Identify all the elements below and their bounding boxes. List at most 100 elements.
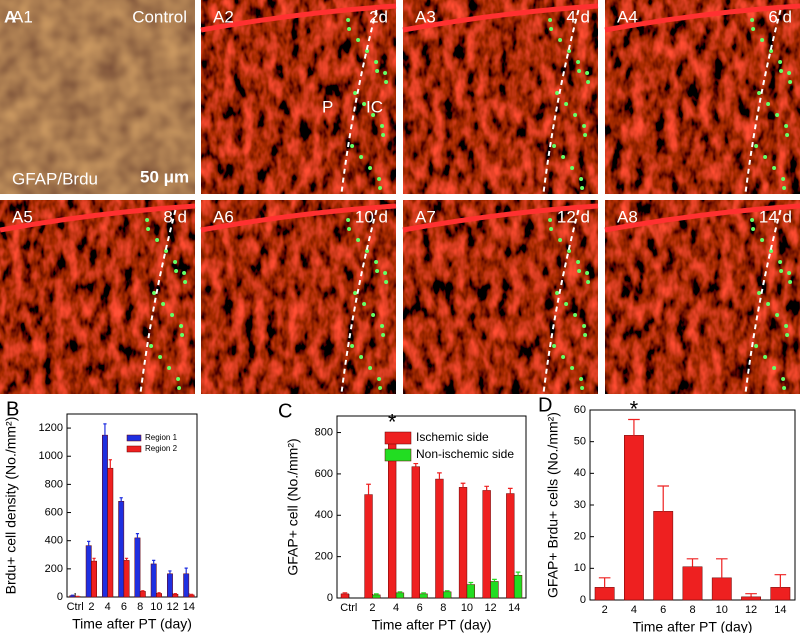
- green-cell: [779, 69, 784, 73]
- green-cell: [580, 386, 585, 390]
- image-texture: [201, 200, 396, 394]
- error-bar: [152, 559, 156, 564]
- green-cell: [368, 166, 373, 170]
- y-axis-title: GFAP+ Brdu+ cells (No./mm²): [545, 412, 561, 598]
- green-cell: [567, 249, 572, 253]
- image-panel: A1 Control: [0, 0, 195, 194]
- green-cell: [781, 377, 786, 381]
- error-bar: [184, 567, 188, 574]
- legend-swatch: [126, 434, 142, 442]
- green-cell: [763, 155, 768, 159]
- panel-time: 2d: [369, 7, 388, 26]
- green-cell: [380, 124, 385, 128]
- image-panel: A4 6 d: [604, 0, 800, 195]
- green-cell: [555, 291, 560, 295]
- green-cell: [555, 91, 560, 95]
- error-bar: [87, 540, 91, 546]
- bar: [466, 584, 475, 599]
- bar: [372, 594, 381, 599]
- panel-time: Control: [132, 7, 187, 26]
- panel-id: A7: [415, 207, 436, 226]
- legend-label: Region 2: [145, 444, 178, 453]
- green-cell: [787, 271, 792, 275]
- bar: [123, 560, 130, 598]
- legend-label: Ischemic side: [416, 430, 489, 444]
- green-cell: [564, 302, 569, 306]
- x-tick-label: 6: [121, 601, 127, 613]
- image-texture: [605, 0, 800, 194]
- y-tick-label: 0: [57, 591, 63, 603]
- x-tick-label: Ctrl: [340, 602, 357, 614]
- x-tick-label: 12: [745, 604, 757, 616]
- scale-bar: 50 μm: [140, 167, 189, 186]
- x-tick-label: 2: [602, 604, 608, 616]
- error-bar: [373, 593, 379, 595]
- green-cell: [757, 291, 762, 295]
- green-cell: [775, 313, 780, 317]
- error-bar: [421, 592, 426, 594]
- green-cell: [585, 71, 590, 75]
- green-cell: [582, 124, 587, 128]
- green-cell: [580, 186, 585, 190]
- pial-surface: [402, 3, 599, 33]
- legend-swatch: [384, 448, 412, 462]
- x-tick-label: 2: [88, 601, 94, 613]
- green-cell: [754, 144, 759, 148]
- plot-frame: [336, 415, 527, 599]
- green-cell: [784, 324, 789, 328]
- green-cell: [375, 269, 380, 273]
- green-cell: [371, 113, 376, 117]
- x-tick-label: 10: [150, 601, 162, 613]
- green-cell: [350, 144, 355, 148]
- error-bar: [157, 592, 161, 594]
- green-cell: [564, 102, 569, 106]
- x-axis-title: Time after PT (day): [633, 619, 753, 633]
- green-cell: [146, 227, 151, 231]
- bar: [139, 591, 146, 598]
- bar: [395, 592, 405, 599]
- x-axis-title: Time after PT (day): [72, 616, 192, 632]
- panel-time: 8 d: [163, 207, 187, 226]
- bar: [435, 478, 444, 599]
- bar: [482, 490, 491, 599]
- panel-time: 12 d: [557, 207, 590, 226]
- legend-swatch: [126, 445, 142, 453]
- green-cell: [347, 27, 352, 31]
- green-cell: [359, 355, 364, 359]
- bar: [156, 593, 162, 598]
- error-bar: [507, 487, 513, 494]
- green-cell: [182, 271, 187, 275]
- pial-surface: [604, 203, 800, 233]
- green-cell: [362, 102, 367, 106]
- bar: [172, 593, 179, 598]
- bar: [419, 593, 428, 599]
- error-bar: [119, 497, 123, 502]
- panel-time: 6 d: [768, 7, 792, 26]
- green-cell: [167, 366, 172, 370]
- green-cell: [346, 218, 351, 222]
- green-cell: [549, 227, 554, 231]
- error-bar: [135, 533, 140, 538]
- green-cell: [353, 91, 358, 95]
- green-cell: [787, 71, 792, 75]
- green-cell: [757, 91, 762, 95]
- bar: [770, 587, 791, 601]
- x-tick-label: 10: [461, 602, 473, 614]
- green-cell: [586, 280, 591, 284]
- bar: [85, 545, 92, 598]
- error-bar: [492, 578, 497, 582]
- green-cell: [558, 38, 563, 42]
- green-cell: [760, 38, 765, 42]
- image-panel: A8 14 d: [604, 200, 800, 395]
- image-texture: [201, 0, 396, 194]
- green-cell: [381, 133, 386, 137]
- error-bar: [444, 590, 450, 592]
- green-cell: [353, 291, 358, 295]
- y-tick-label: 200: [45, 563, 63, 575]
- green-cell: [158, 355, 163, 359]
- green-cell: [377, 177, 382, 181]
- green-cell: [782, 186, 787, 190]
- y-tick-label: 600: [45, 506, 63, 518]
- error-bar: [686, 558, 699, 567]
- x-tick-label: 12: [167, 601, 179, 613]
